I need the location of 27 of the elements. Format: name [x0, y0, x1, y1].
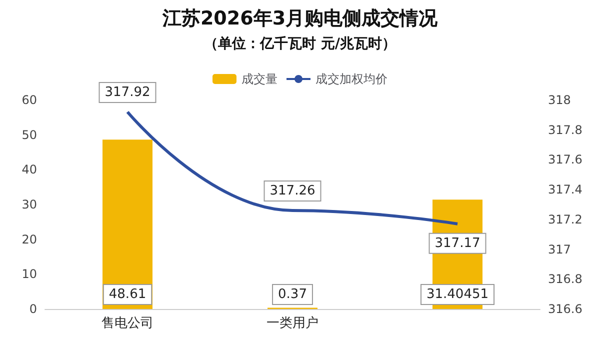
data-label: 0.37	[278, 287, 307, 302]
y2-tick-label: 317	[548, 242, 571, 256]
data-label: 317.17	[434, 236, 480, 251]
y-tick-label: 0	[29, 302, 37, 316]
y2-tick-label: 317.2	[548, 212, 582, 226]
y-tick-label: 30	[22, 198, 37, 212]
y-tick-label: 10	[22, 267, 37, 282]
y-tick-label: 50	[22, 128, 37, 142]
chart-title: 江苏2026年3月购电侧成交情况	[161, 8, 439, 30]
y2-tick-label: 317.4	[548, 182, 582, 197]
data-label: 31.40451	[426, 287, 489, 302]
legend-label: 成交加权均价	[316, 72, 388, 86]
y2-tick-label: 316.8	[548, 272, 582, 286]
y2-tick-label: 318	[548, 93, 571, 107]
y2-tick-label: 317.8	[548, 122, 582, 137]
y2-tick-label: 316.6	[548, 302, 582, 316]
y2-tick-label: 317.6	[548, 152, 582, 167]
x-tick-label: 售电公司	[102, 316, 154, 331]
y-tick-label: 60	[22, 93, 37, 107]
data-label: 317.92	[104, 84, 150, 100]
chart-subtitle: （单位：亿千瓦时 元/兆瓦时）	[204, 35, 396, 52]
legend-label: 成交量	[242, 72, 278, 86]
x-tick-label: 一类用户	[266, 316, 318, 331]
y-tick-label: 20	[22, 232, 37, 246]
data-label: 317.26	[270, 183, 316, 198]
data-label: 48.61	[108, 287, 146, 302]
y-tick-label: 40	[22, 162, 37, 177]
